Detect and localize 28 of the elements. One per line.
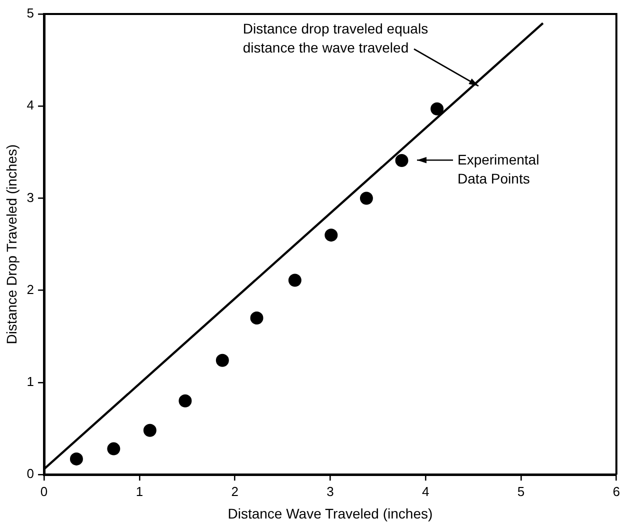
point (143, 424, 156, 437)
point (178, 394, 192, 408)
y-tick-label: 1 (26, 374, 34, 390)
point (360, 192, 373, 205)
x-tick-label: 6 (612, 484, 620, 499)
x-tick-label: 0 (40, 484, 48, 499)
annotation: Distance drop traveled equals distance the wave traveled (242, 20, 428, 56)
x-tick-label: 5 (517, 484, 525, 499)
point (250, 311, 264, 324)
y-axis-title: Distance Drop Traveled (inches) (3, 144, 20, 344)
y-tick-label: 5 (26, 6, 34, 21)
x-axis-title: Distance Wave Traveled (inches) (228, 505, 433, 522)
point (70, 452, 83, 466)
x-tick-label: 4 (422, 484, 430, 499)
x-tick-label: 2 (231, 484, 238, 499)
point (288, 274, 302, 287)
y-tick-label: 2 (26, 282, 34, 297)
x-tick-label: 1 (136, 484, 144, 499)
point (216, 354, 229, 367)
annotation: Experimental Data Points (457, 151, 540, 186)
point (430, 102, 444, 116)
y-tick-label: 3 (26, 190, 34, 205)
point (107, 442, 120, 456)
point (324, 228, 338, 242)
point (395, 154, 408, 167)
y-tick-label: 0 (26, 466, 34, 482)
y-tick-label: 4 (26, 98, 34, 113)
x-tick-label: 3 (326, 484, 334, 499)
